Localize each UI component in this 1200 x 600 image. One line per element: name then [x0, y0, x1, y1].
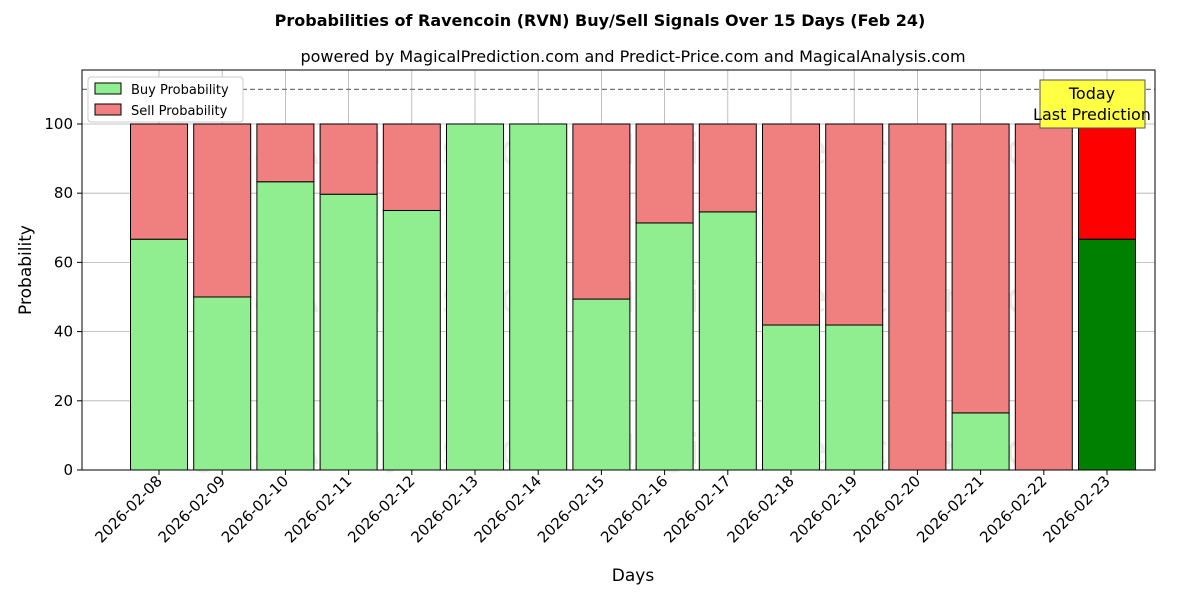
x-tick-label: 2026-02-23 — [1039, 472, 1113, 546]
annotation-text: Today — [1068, 84, 1115, 103]
buy-bar — [762, 324, 820, 471]
buy-bar — [951, 412, 1010, 471]
y-tick-label: 60 — [54, 253, 73, 271]
buy-bar — [193, 296, 252, 471]
x-tick-label: 2026-02-19 — [787, 472, 861, 546]
y-axis-label: Probability — [16, 225, 36, 315]
x-tick-label: 2026-02-14 — [471, 472, 545, 546]
buy-bar — [635, 222, 694, 471]
legend-label: Sell Probability — [131, 104, 228, 119]
sell-bar — [256, 123, 315, 183]
buy-bar — [572, 298, 631, 471]
x-tick-label: 2026-02-11 — [281, 472, 355, 546]
chart-subtitle: powered by MagicalPrediction.com and Pre… — [300, 47, 965, 66]
x-tick-label: 2026-02-15 — [534, 472, 608, 546]
x-tick-label: 2026-02-20 — [850, 472, 924, 546]
x-tick-label: 2026-02-12 — [344, 472, 418, 546]
plot-frame — [81, 69, 1156, 471]
sell-bar — [888, 123, 947, 471]
y-tick-label: 80 — [54, 184, 73, 202]
x-tick-label: 2026-02-08 — [91, 472, 165, 546]
x-axis-label: Days — [612, 566, 655, 586]
y-tick-label: 0 — [63, 461, 73, 479]
x-tick-label: 2026-02-16 — [597, 472, 671, 546]
legend-swatch — [94, 103, 122, 116]
annotation-text: Last Prediction — [1033, 105, 1151, 124]
legend-swatch — [94, 82, 122, 95]
buy-bar — [319, 193, 378, 471]
x-tick-label: 2026-02-18 — [723, 472, 797, 546]
buy-bar — [256, 181, 315, 471]
y-tick-label: 100 — [44, 115, 73, 133]
x-tick-label: 2026-02-17 — [660, 472, 734, 546]
sell-bar — [698, 123, 757, 213]
sell-bar — [130, 123, 188, 240]
legend — [87, 76, 244, 123]
buy-bar — [130, 238, 188, 471]
buy-bar — [382, 209, 441, 471]
sell-bar — [951, 123, 1010, 414]
buy-bar — [446, 123, 504, 471]
y-tick-label: 20 — [54, 392, 73, 410]
sell-bar — [635, 123, 694, 224]
sell-bar — [572, 123, 631, 300]
today-annotation — [1039, 79, 1146, 129]
sell-bar — [193, 123, 252, 298]
buy-bar — [825, 324, 884, 471]
sell-bar — [1078, 123, 1136, 240]
sell-bar — [825, 123, 884, 326]
x-tick-label: 2026-02-21 — [913, 472, 987, 546]
sell-bar — [319, 123, 378, 195]
y-tick-label: 40 — [54, 323, 73, 341]
sell-bar — [1014, 123, 1073, 471]
sell-bar — [762, 123, 820, 326]
x-tick-label: 2026-02-09 — [155, 472, 229, 546]
x-tick-label: 2026-02-10 — [218, 472, 292, 546]
chart-title: Probabilities of Ravencoin (RVN) Buy/Sel… — [275, 11, 926, 30]
sell-bar — [382, 123, 441, 211]
legend-label: Buy Probability — [131, 83, 229, 98]
buy-bar — [698, 211, 757, 471]
buy-bar — [509, 123, 568, 471]
x-tick-label: 2026-02-13 — [407, 472, 481, 546]
buy-bar — [1078, 238, 1136, 471]
x-tick-label: 2026-02-22 — [976, 472, 1050, 546]
